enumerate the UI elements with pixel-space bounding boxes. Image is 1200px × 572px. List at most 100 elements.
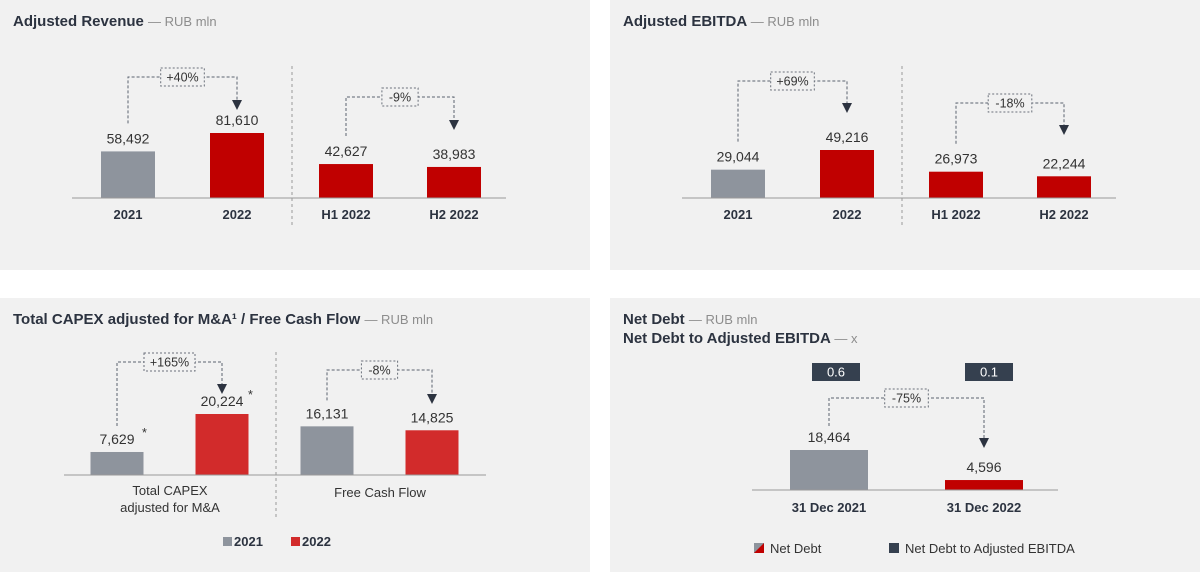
- title2-text: Net Debt to Adjusted EBITDA: [623, 330, 831, 347]
- change-h1-h2-label: -18%: [995, 97, 1024, 111]
- bar-3: [405, 430, 459, 475]
- capex-fcf-panel: Total CAPEX adjusted for M&A¹ / Free Cas…: [0, 298, 590, 572]
- change-h1-h2-arrowhead: [1059, 125, 1069, 135]
- group-label-capex-2: adjusted for M&A: [120, 500, 220, 515]
- value-label: 38,983: [433, 146, 476, 162]
- change-fcf-label: -8%: [368, 364, 390, 378]
- legend-swatch-2021: [223, 537, 232, 546]
- change-fcf-arrowhead: [427, 394, 437, 404]
- bar-2022: [210, 133, 264, 198]
- legend-label-net-debt: Net Debt: [770, 541, 822, 556]
- change-net-debt-box: [884, 388, 929, 408]
- bar-2022: [820, 150, 874, 198]
- value-label: 18,464: [808, 429, 851, 445]
- panel-title: Net Debt — RUB mln: [623, 311, 757, 328]
- value-label: 26,973: [935, 151, 978, 167]
- category-label: H1 2022: [931, 207, 980, 222]
- bar-1: [945, 480, 1023, 490]
- legend-label-2022: 2022: [302, 534, 331, 549]
- category-label: 2021: [724, 207, 753, 222]
- value-label: 58,492: [107, 130, 150, 146]
- value-label: 42,627: [325, 143, 368, 159]
- category-label: H2 2022: [429, 207, 478, 222]
- unit2-text: — x: [834, 331, 858, 346]
- value-label: 49,216: [826, 129, 869, 145]
- ratio-box: [812, 363, 860, 381]
- category-label: 31 Dec 2021: [792, 500, 866, 515]
- change-h1-h2-arrowhead: [449, 120, 459, 130]
- category-label: 2021: [114, 207, 143, 222]
- panel-subtitle: Net Debt to Adjusted EBITDA — x: [623, 330, 858, 347]
- change-h1-h2-box: [987, 93, 1033, 113]
- category-label: H1 2022: [321, 207, 370, 222]
- change-net-debt-label: -75%: [892, 392, 921, 406]
- adjusted-revenue-chart: 58,492 2021 81,610 2022 42,627 H1 2022 38,983 H…: [72, 66, 506, 226]
- panel-title: Adjusted EBITDA — RUB mln: [623, 13, 819, 30]
- value-label: 4,596: [966, 459, 1001, 475]
- value-label: 81,610: [216, 112, 259, 128]
- legend-label-2021: 2021: [234, 534, 263, 549]
- bar-0: [90, 451, 144, 475]
- unit-text: — RUB mln: [688, 312, 758, 327]
- ratio-value: 0.6: [827, 365, 845, 380]
- asterisk-mark: *: [248, 388, 253, 402]
- category-label: H2 2022: [1039, 207, 1088, 222]
- unit-text: — RUB mln: [148, 14, 217, 29]
- change-2021-2022-box: [770, 71, 815, 91]
- bar-2021: [711, 169, 765, 198]
- change-capex-box: [143, 352, 196, 372]
- value-label: 14,825: [411, 409, 454, 425]
- change-h1-h2-connector: [955, 102, 1065, 144]
- value-label: 29,044: [717, 149, 760, 165]
- bar-h1-2022: [929, 171, 983, 198]
- change-2021-2022-arrowhead: [232, 100, 242, 110]
- title-text: Adjusted Revenue: [13, 13, 144, 30]
- change-capex-label: +165%: [150, 356, 189, 370]
- change-fcf-box: [360, 360, 399, 380]
- adjusted-ebitda-panel: Adjusted EBITDA — RUB mln 29,044 2021 49,2…: [610, 0, 1200, 270]
- change-2021-2022-box: [160, 67, 205, 87]
- change-capex-arrowhead: [217, 384, 227, 394]
- group-label-fcf: Free Cash Flow: [334, 485, 426, 500]
- asterisk-mark: *: [142, 426, 147, 440]
- title-text: Adjusted EBITDA: [623, 13, 747, 30]
- ratio-box: [965, 363, 1013, 381]
- net-debt-chart: 18,464 31 Dec 2021 4,596 31 Dec 2022 0.6 0.1 -…: [752, 363, 1075, 556]
- title-text: Net Debt: [623, 311, 685, 328]
- change-h1-h2-label: -9%: [389, 91, 411, 105]
- value-label: 7,629: [99, 431, 134, 447]
- bar-2: [300, 426, 354, 475]
- change-h1-h2-box: [381, 87, 419, 107]
- net-debt-panel: Net Debt — RUB mln Net Debt to Adjusted …: [610, 298, 1200, 572]
- panel-title: Adjusted Revenue — RUB mln: [13, 13, 217, 30]
- unit-text: — RUB mln: [750, 14, 820, 29]
- legend-swatch-2022: [291, 537, 300, 546]
- bar-h2-2022: [1037, 176, 1091, 198]
- category-label: 2022: [223, 207, 252, 222]
- change-2021-2022-label: +69%: [776, 75, 808, 89]
- bar-2021: [101, 151, 155, 198]
- change-net-debt-arrowhead: [979, 438, 989, 448]
- change-2021-2022-label: +40%: [166, 71, 198, 85]
- adjusted-revenue-panel: Adjusted Revenue — RUB mln 58,492 2021 81,…: [0, 0, 590, 270]
- bar-0: [790, 450, 868, 490]
- value-label: 22,244: [1043, 155, 1086, 171]
- category-label: 31 Dec 2022: [947, 500, 1021, 515]
- unit-text: — RUB mln: [364, 312, 434, 327]
- category-label: 2022: [833, 207, 862, 222]
- group-label-capex: Total CAPEX: [132, 483, 207, 498]
- legend-swatch-net-debt-split: [754, 543, 764, 553]
- value-label: 20,224: [201, 393, 244, 409]
- legend-label-ratio: Net Debt to Adjusted EBITDA: [905, 541, 1075, 556]
- legend-swatch-ratio: [889, 543, 899, 553]
- ratio-value: 0.1: [980, 365, 998, 380]
- bar-h2-2022: [427, 166, 481, 198]
- bar-1: [195, 414, 249, 475]
- panel-title: Total CAPEX adjusted for M&A¹ / Free Cas…: [13, 311, 433, 328]
- value-label: 16,131: [306, 405, 349, 421]
- bar-h1-2022: [319, 164, 373, 198]
- adjusted-ebitda-chart: 29,044 2021 49,216 2022 26,973 H1 2022 22,244 H…: [682, 66, 1116, 226]
- capex-fcf-chart: 7,629 * 20,224 * 16,131 14,825 Total CAPEX adju…: [64, 352, 486, 549]
- title-text: Total CAPEX adjusted for M&A¹ / Free Cas…: [13, 311, 361, 328]
- change-2021-2022-arrowhead: [842, 103, 852, 113]
